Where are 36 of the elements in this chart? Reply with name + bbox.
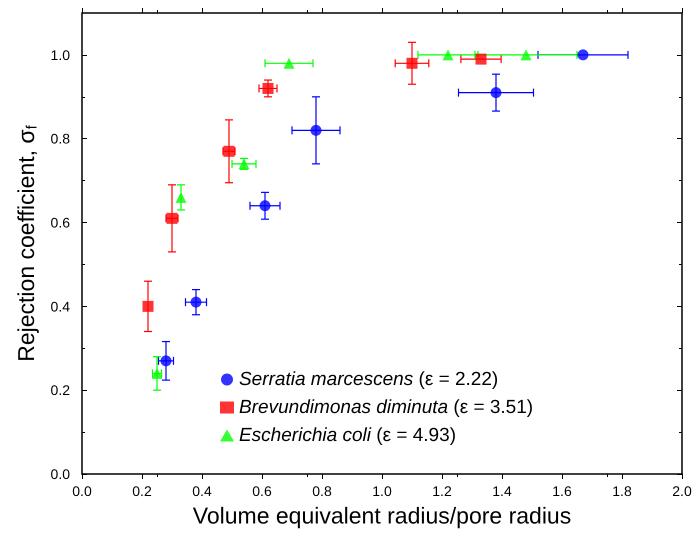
y-tick-label: 0.6 xyxy=(50,214,70,231)
y-tick-label: 0.8 xyxy=(50,130,70,147)
x-tick-label: 1.0 xyxy=(372,483,392,499)
point xyxy=(490,87,502,98)
x-tick-label: 1.4 xyxy=(492,483,512,499)
point xyxy=(260,200,270,212)
x-tick-label: 0.2 xyxy=(132,483,152,499)
point xyxy=(520,49,532,60)
point xyxy=(310,124,322,136)
y-tick-label: 0.4 xyxy=(50,298,70,314)
point xyxy=(190,296,202,308)
x-tick-label: 2.0 xyxy=(672,483,692,499)
x-tick-label: 0.4 xyxy=(192,483,212,499)
point xyxy=(142,300,154,312)
point xyxy=(262,82,274,94)
x-tick-label: 0.6 xyxy=(252,483,272,499)
x-tick-label: 0.0 xyxy=(72,483,92,499)
x-axis-title: Volume equivalent radius/pore radius xyxy=(192,502,572,528)
legend-label: Brevundimonas diminuta (ε = 3.51) xyxy=(239,397,534,418)
point xyxy=(442,49,454,60)
point xyxy=(284,58,294,69)
point xyxy=(176,192,186,203)
point xyxy=(476,54,486,65)
legend-label: Escherichia coli (ε = 4.93) xyxy=(239,425,456,446)
point xyxy=(160,355,172,366)
y-tick-label: 0.2 xyxy=(50,382,70,398)
y-tick-label: 0.0 xyxy=(50,466,70,482)
x-tick-label: 0.8 xyxy=(312,483,332,499)
x-tick-label: 1.8 xyxy=(612,483,632,499)
point xyxy=(578,49,588,60)
y-tick-label: 1.0 xyxy=(50,46,70,63)
legend-label: Serratia marcescens (ε = 2.22) xyxy=(239,369,498,390)
y-axis-title: Rejection coefficient, σf xyxy=(13,124,41,362)
x-tick-label: 1.2 xyxy=(432,483,452,499)
point xyxy=(406,58,418,69)
x-tick-label: 1.6 xyxy=(552,483,572,499)
